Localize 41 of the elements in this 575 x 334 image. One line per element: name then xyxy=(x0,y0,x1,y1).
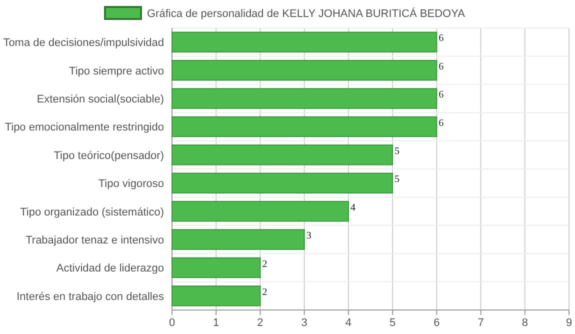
bar xyxy=(172,229,305,250)
bar xyxy=(172,286,261,306)
y-tick-label: Tipo siempre activo xyxy=(69,65,164,78)
data-label: 5 xyxy=(394,174,400,186)
bar xyxy=(172,32,438,52)
bar xyxy=(172,200,349,222)
y-tick-label: Tipo vigoroso xyxy=(98,178,164,190)
x-tick-label: 8 xyxy=(522,317,528,329)
x-tick-label: 6 xyxy=(434,317,440,329)
data-label: 6 xyxy=(438,90,444,101)
x-tick-label: 1 xyxy=(213,317,220,329)
data-label: 4 xyxy=(350,202,356,214)
bar xyxy=(172,116,438,138)
bar xyxy=(172,88,438,109)
data-label: 3 xyxy=(306,230,312,242)
x-tick-label: 9 xyxy=(566,317,572,329)
data-label: 6 xyxy=(438,118,444,129)
data-label: 2 xyxy=(262,287,268,298)
y-tick-label: Tipo organizado (sistemático) xyxy=(20,206,164,218)
y-tick-label: Extensión social(sociable) xyxy=(36,94,164,106)
data-label: 5 xyxy=(394,146,400,158)
x-tick-label: 5 xyxy=(389,317,396,329)
data-label: 2 xyxy=(262,258,268,270)
x-tick-label: 3 xyxy=(301,317,308,329)
bar xyxy=(172,60,438,81)
bar xyxy=(172,144,394,166)
data-label: 6 xyxy=(438,61,444,72)
x-tick-label: 2 xyxy=(257,317,264,329)
y-tick-label: Tipo teórico(pensador) xyxy=(54,150,164,162)
x-tick-label: 4 xyxy=(345,317,352,329)
y-tick-label: Actividad de liderazgo xyxy=(56,262,164,275)
y-tick-label: Toma de decisiones/impulsividad xyxy=(3,37,164,50)
y-tick-label: Trabajador tenaz e intensivo xyxy=(26,234,164,246)
y-tick-label: Tipo emocionalmente restringido xyxy=(4,122,164,134)
data-label: 6 xyxy=(438,33,444,44)
x-tick-label: 7 xyxy=(478,317,484,329)
y-tick-label: Interés en trabajo con detalles xyxy=(16,290,164,303)
legend-label: Gráfica de personalidad de KELLY JOHANA BURITICÁ BEDOYA xyxy=(147,7,466,20)
x-tick-label: 0 xyxy=(168,317,176,329)
bar xyxy=(172,257,261,278)
bar xyxy=(172,172,394,194)
